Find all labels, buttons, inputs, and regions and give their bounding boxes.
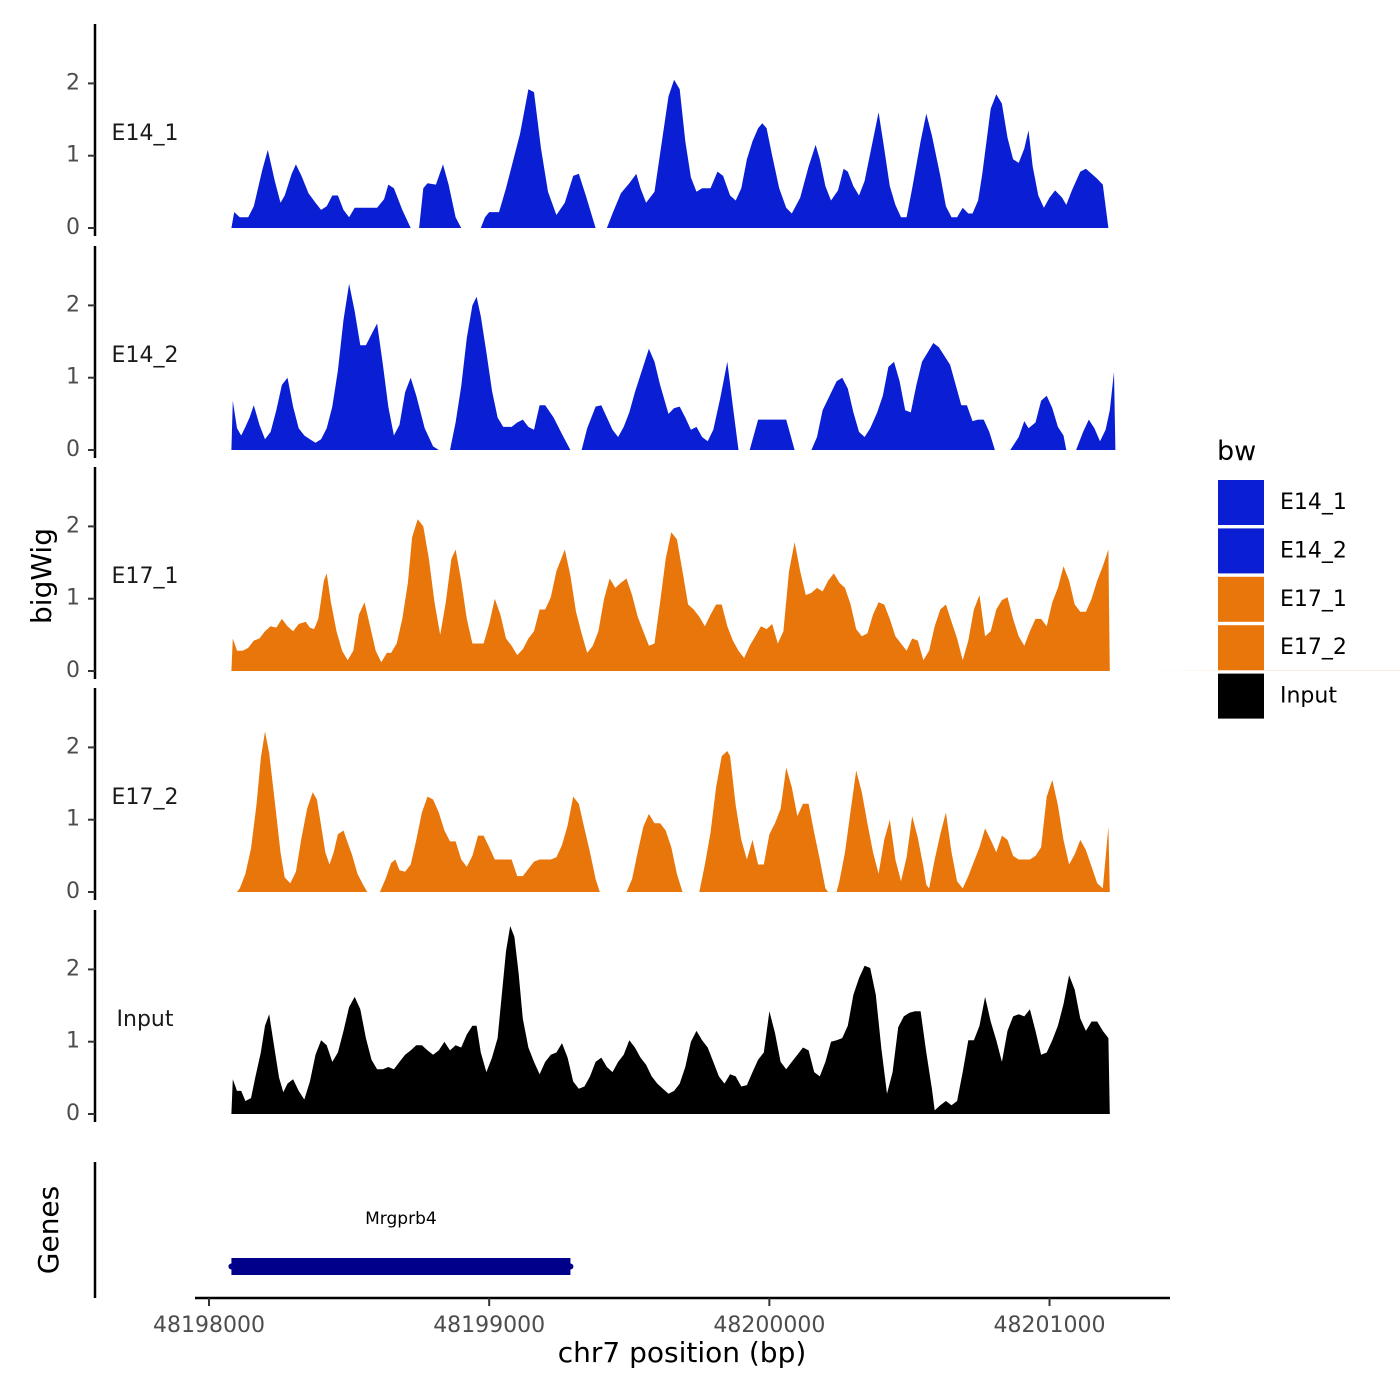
gene-track: Genes Mrgprb4: [32, 1162, 574, 1298]
legend-title: bw: [1217, 436, 1256, 467]
gene-end-cap: [567, 1263, 574, 1270]
legend-label: E14_2: [1280, 538, 1347, 563]
track-panel-input: 0 1 2 Input: [66, 910, 1110, 1126]
legend-label: Input: [1280, 684, 1337, 709]
track-label: E14_2: [112, 343, 179, 368]
x-tick-label: 48199000: [433, 1313, 545, 1338]
y-tick-label: 1: [66, 365, 80, 390]
legend-label: E17_2: [1280, 635, 1347, 660]
track-label: E14_1: [112, 121, 179, 146]
x-axis: chr7 position (bp) 48198000 48199000 48200…: [153, 1296, 1170, 1369]
legend-key-e14_2: [1218, 528, 1264, 574]
legend-label: E14_1: [1280, 490, 1347, 515]
track-label: E17_2: [112, 785, 179, 810]
y-tick-label: 2: [66, 956, 80, 981]
x-tick-label: 48200000: [713, 1313, 825, 1338]
y-tick-label: 1: [66, 807, 80, 832]
coverage-area-input: [231, 926, 1110, 1114]
legend-key-e14_1: [1218, 480, 1264, 525]
y-tick-label: 2: [66, 513, 80, 538]
x-axis-title: chr7 position (bp): [558, 1336, 807, 1369]
y-tick-label: 0: [66, 1101, 80, 1126]
gene-body-mrgprb4: [231, 1258, 571, 1275]
legend: bw E14_1 E14_2 E17_1 E17_2 Input: [1217, 436, 1347, 719]
y-tick-label: 0: [66, 215, 80, 240]
x-tick-label: 48198000: [153, 1313, 265, 1338]
coverage-area-e17_1: [231, 519, 1400, 671]
legend-label: E17_1: [1280, 587, 1347, 612]
y-tick-label: 0: [66, 437, 80, 462]
legend-key-e17_2: [1218, 625, 1264, 671]
x-tick-label: 48201000: [994, 1313, 1106, 1338]
track-panel-e14_2: 0 1 2 E14_2: [66, 246, 1116, 462]
y-tick-label: 1: [66, 143, 80, 168]
y-tick-label: 1: [66, 1029, 80, 1054]
gene-track-title: Genes: [32, 1186, 65, 1274]
track-panel-e17_1: 0 1 2 E17_1: [66, 467, 1400, 683]
y-tick-label: 2: [66, 70, 80, 95]
track-label: Input: [117, 1007, 174, 1032]
y-axis-title: bigWig: [25, 528, 58, 624]
coverage-area-e17_2: [237, 731, 1110, 892]
legend-key-e17_1: [1218, 576, 1264, 622]
gene-start-cap: [228, 1263, 235, 1270]
track-label: E17_1: [112, 564, 179, 589]
gene-label: Mrgprb4: [365, 1209, 437, 1229]
y-tick-label: 2: [66, 292, 80, 317]
y-tick-label: 2: [66, 734, 80, 759]
track-panel-e14_1: 0 1 2 E14_1: [66, 24, 1109, 240]
legend-key-input: [1218, 673, 1264, 719]
y-tick-label: 0: [66, 879, 80, 904]
track-panel-e17_2: 0 1 2 E17_2: [66, 688, 1110, 904]
y-tick-label: 1: [66, 586, 80, 611]
coverage-area-e14_2: [231, 283, 1116, 450]
track-panels: 0 1 2 E14_1 0 1 2 E14_2 0 1 2 E17_1 0 1 2 E17_2 0 1 2 Input: [66, 24, 1400, 1126]
y-tick-label: 0: [66, 658, 80, 683]
coverage-area-e14_1: [231, 79, 1109, 228]
